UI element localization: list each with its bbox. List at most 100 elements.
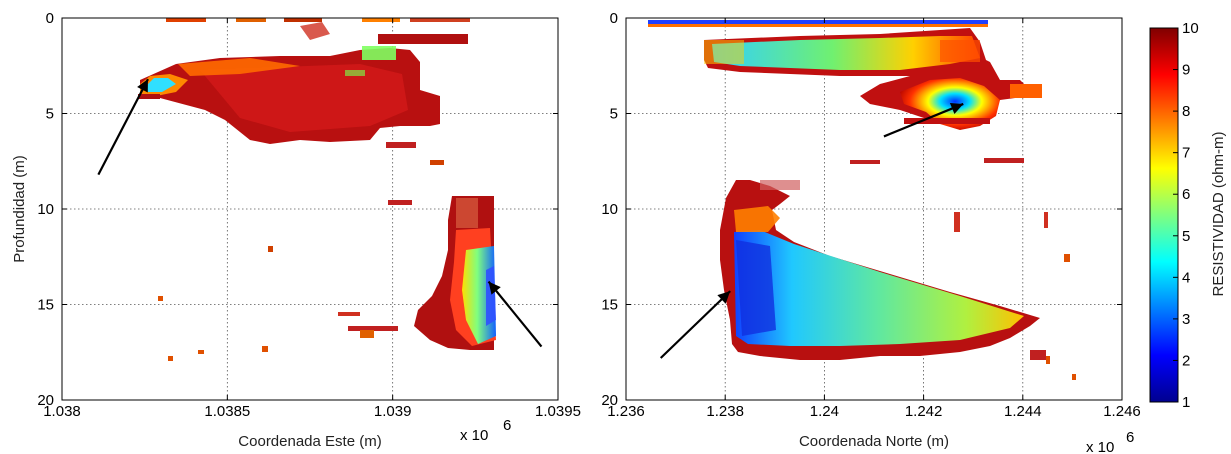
right-xtick-label: 1.238 (706, 403, 744, 420)
right-fragment-8 (1030, 350, 1046, 360)
right-anomaly-spot (900, 78, 1000, 130)
left-arrow-head (488, 281, 501, 295)
right-xtick-label: 1.236 (607, 403, 645, 420)
left-fragment-9 (348, 326, 398, 331)
left-fragment-3 (388, 200, 412, 205)
left-fragment-7 (168, 356, 173, 361)
left-xtick-label: 1.0395 (535, 403, 581, 420)
left-fragment-6 (262, 346, 268, 352)
left-xlabel: Coordenada Este (m) (238, 433, 381, 450)
left-fragment-1 (386, 142, 416, 148)
right-fragment-7 (1072, 374, 1076, 380)
left-top-strip-2 (236, 18, 266, 22)
left-xtick-label: 1.038 (43, 403, 81, 420)
right-xtick-label: 1.242 (905, 403, 943, 420)
left-top-strip-1 (166, 18, 206, 22)
left-ytick-label: 5 (46, 106, 54, 123)
right-arrow-shaft (883, 102, 964, 138)
colorbar-tick-label: 7 (1182, 145, 1190, 162)
right-ytick-label: 15 (601, 297, 618, 314)
colorbar-gradient (1149, 27, 1179, 403)
colorbar-tick-label: 5 (1182, 228, 1190, 245)
left-lower-top-cap (456, 198, 478, 228)
left-fragment-11 (360, 330, 374, 338)
right-arrow-head (949, 102, 964, 115)
right-ytick-label: 0 (610, 10, 618, 27)
colorbar-tick-label: 1 (1182, 394, 1190, 411)
left-ytick-label: 0 (46, 10, 54, 27)
right-spot-tail (1010, 84, 1042, 98)
left-upper-band-top (178, 58, 300, 76)
left-multiplier-exp: 6 (503, 417, 511, 434)
right-xtick-label: 1.246 (1103, 403, 1141, 420)
left-xtick-label: 1.0385 (204, 403, 250, 420)
right-resistivity-field (648, 20, 1076, 380)
left-fragment-5 (158, 296, 163, 301)
right-multiplier-base: x 10 (1086, 439, 1114, 454)
left-axes-frame (61, 17, 559, 401)
left-top-strip-3 (284, 18, 322, 22)
right-top-line-2 (648, 24, 988, 27)
left-top-strip-4 (362, 18, 400, 22)
left-fragment-4 (268, 246, 273, 252)
right-axes: 1.236 1.238 1.24 1.242 1.244 1.246 0 5 10 15 20 (601, 10, 1140, 420)
right-arrow-head (717, 291, 731, 304)
right-fragment-6 (1046, 356, 1050, 364)
right-xtick-label: 1.24 (810, 403, 839, 420)
left-upper-core (200, 64, 408, 132)
left-top-strip-5 (410, 18, 470, 22)
left-upper-band (378, 34, 468, 44)
right-fragment-2 (984, 158, 1024, 163)
right-multiplier-exp: 6 (1126, 429, 1134, 446)
right-fragment-5 (1064, 254, 1070, 262)
colorbar: 1 2 3 4 5 6 7 8 9 10 RESISTIVIDAD (ohm-m) (1149, 20, 1227, 411)
annotation-arrows (97, 78, 964, 359)
right-arrow-shaft (659, 290, 731, 359)
left-anomaly-tail (138, 94, 160, 99)
right-axes-frame (625, 17, 1123, 401)
right-upper-band (712, 36, 980, 70)
left-ylabel: Profundidad (m) (11, 155, 28, 263)
right-upper-right-patch (940, 40, 980, 62)
right-fragment-1 (850, 160, 880, 164)
right-xtick-label: 1.244 (1004, 403, 1042, 420)
right-fragment-4 (1044, 212, 1048, 228)
left-lower-core (486, 266, 496, 326)
colorbar-tick-label: 8 (1182, 103, 1190, 120)
left-small-green (345, 70, 365, 76)
left-fragment-2 (430, 160, 444, 165)
left-fragment-8 (198, 350, 204, 354)
colorbar-ticks: 1 2 3 4 5 6 7 8 9 10 (1173, 20, 1199, 411)
left-ytick-label: 15 (37, 297, 54, 314)
colorbar-tick-label: 4 (1182, 269, 1190, 286)
left-x-multiplier: x 10 6 (460, 417, 511, 444)
left-ytick-label: 20 (37, 392, 54, 409)
right-lower-anomaly (734, 230, 1024, 346)
right-ytick-label: 10 (601, 201, 618, 218)
left-multiplier-base: x 10 (460, 427, 488, 444)
colorbar-tick-label: 6 (1182, 186, 1190, 203)
left-arrow-shaft (487, 280, 543, 348)
right-panel (626, 18, 1122, 400)
right-lower-top-band (734, 206, 780, 232)
right-ytick-label: 20 (601, 392, 618, 409)
right-ytick-label: 5 (610, 106, 618, 123)
right-lower-core (736, 240, 776, 336)
left-fragment-10 (338, 312, 360, 316)
left-arrow-head (137, 79, 148, 93)
colorbar-tick-label: 9 (1182, 62, 1190, 79)
left-xtick-label: 1.039 (374, 403, 412, 420)
left-resistivity-field (138, 18, 496, 361)
right-spot-base (904, 118, 990, 124)
right-fragment-3 (954, 212, 960, 232)
colorbar-tick-label: 2 (1182, 352, 1190, 369)
right-lower-top-cap (760, 180, 800, 190)
right-x-multiplier: x 10 6 (1086, 429, 1134, 454)
right-xlabel: Coordenada Norte (m) (799, 433, 949, 450)
left-anomaly-inner (146, 78, 176, 92)
left-green-patch (362, 46, 396, 60)
left-top-fragment (300, 22, 330, 40)
colorbar-label: RESISTIVIDAD (ohm-m) (1210, 131, 1227, 296)
right-upper-left-patch (704, 40, 744, 64)
